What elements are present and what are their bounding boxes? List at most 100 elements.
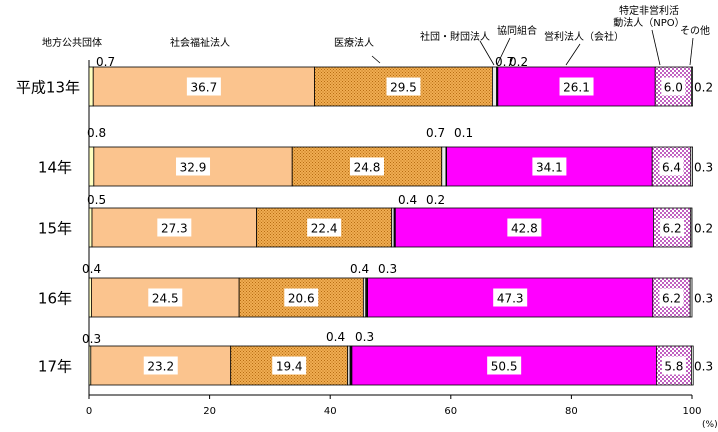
value-label-box	[507, 218, 542, 237]
small-value-label: 0.2	[509, 55, 528, 69]
value-label-box	[386, 77, 421, 96]
small-value-label: 0.3	[82, 332, 101, 346]
value-label-box	[148, 288, 183, 307]
value-label-box	[176, 157, 211, 176]
series-name-label: 営利法人（会社）	[544, 30, 624, 43]
bar-row	[88, 207, 693, 248]
bar-segment-assoc-found	[441, 146, 447, 187]
series-name-label: 社会福祉法人	[170, 36, 230, 49]
x-tick-label: 80	[565, 406, 578, 417]
value-label: 26.1	[563, 81, 590, 95]
value-label-box	[532, 157, 567, 176]
value-label-other: 0.3	[694, 161, 713, 175]
value-label: 32.9	[180, 161, 207, 175]
bar-segment-local-gov	[88, 146, 95, 187]
series-name-label: その他	[680, 24, 710, 37]
series-name-label: 社団・財団法人	[420, 30, 490, 43]
leader-line	[689, 37, 694, 66]
bar-segment-medical	[256, 207, 393, 248]
bar-segment-other	[690, 345, 694, 386]
value-label-box	[157, 218, 192, 237]
value-label-box	[493, 288, 528, 307]
leader-line	[651, 29, 661, 66]
category-label: 16年	[38, 290, 72, 308]
axes: 0 20 40 60 80 100(%)	[86, 60, 718, 430]
bar-segment-local-gov	[88, 207, 93, 248]
value-label: 24.8	[354, 161, 381, 175]
small-value-label: 0.4	[326, 330, 345, 344]
small-value-label: 0.3	[378, 262, 397, 276]
value-label-other: 0.2	[694, 222, 713, 236]
x-tick-label: 0	[86, 406, 92, 417]
series-name-label: 医療法人	[334, 36, 374, 49]
series-name-label: 協同組合	[497, 24, 537, 37]
bar-segment-local-gov	[88, 66, 94, 107]
small-value-label: 0.1	[454, 126, 473, 140]
value-label: 23.2	[147, 360, 174, 374]
category-label: 14年	[38, 159, 72, 177]
small-value-label: 0.5	[87, 193, 106, 207]
x-tick-label: 100	[682, 406, 701, 417]
category-label: 平成13年	[16, 79, 80, 97]
series-name-label: 動法人（NPO）	[613, 16, 684, 29]
value-label-box	[659, 288, 684, 307]
leader-line	[496, 37, 511, 66]
category-label: 15年	[38, 220, 72, 238]
value-label-box	[272, 356, 307, 375]
x-tick-label: 20	[203, 406, 216, 417]
leader-line	[479, 40, 495, 66]
x-unit-label: (%)	[702, 420, 718, 430]
value-label: 5.8	[664, 360, 683, 374]
series-name-label: 特定非営利活	[619, 4, 679, 17]
value-label: 6.4	[662, 161, 681, 175]
value-label: 29.5	[390, 81, 417, 95]
value-label-box	[661, 356, 686, 375]
value-label: 6.2	[662, 292, 681, 306]
category-label: 17年	[38, 358, 72, 376]
value-label: 19.4	[276, 360, 303, 374]
bar-segment-assoc-found	[492, 66, 498, 107]
value-label: 34.1	[536, 161, 563, 175]
bar-row	[88, 345, 694, 386]
value-label-box	[349, 157, 384, 176]
value-label-box	[660, 218, 685, 237]
value-label: 42.8	[511, 222, 538, 236]
series-name-label: 地方公共団体	[42, 36, 102, 49]
value-label: 6.0	[664, 81, 683, 95]
leader-line	[565, 43, 581, 66]
value-label: 27.3	[161, 222, 188, 236]
small-value-label: 0.8	[87, 126, 106, 140]
value-label-box	[559, 77, 594, 96]
leader-line	[371, 55, 381, 64]
bar-segment-other	[689, 277, 693, 318]
value-label: 24.5	[152, 292, 179, 306]
bar-segment-other	[690, 146, 694, 187]
value-label-box	[661, 77, 686, 96]
bar-segment-npo	[652, 277, 691, 318]
value-label: 22.4	[311, 222, 338, 236]
small-value-label: 0.2	[426, 193, 445, 207]
value-label: 47.3	[497, 292, 524, 306]
value-label-other: 0.3	[694, 360, 713, 374]
small-value-label: 0.7	[426, 126, 445, 140]
labels: 平成13年 14年 15年 16年 17年 36.7 29.5 26.1 6.0 0.2 32.9 2…	[16, 4, 713, 376]
value-label: 6.2	[663, 222, 682, 236]
small-value-label: 0.7	[96, 55, 115, 69]
small-value-label: 0.3	[355, 330, 374, 344]
value-label-box	[307, 218, 342, 237]
small-value-label: 0.4	[350, 262, 369, 276]
bar-segment-other	[690, 66, 694, 107]
value-label: 36.7	[191, 81, 218, 95]
small-value-label: 0.4	[398, 193, 417, 207]
small-value-label: 0.4	[82, 262, 101, 276]
value-label-other: 0.2	[694, 81, 713, 95]
bar-segment-other	[690, 207, 693, 248]
value-label: 50.5	[491, 360, 518, 374]
value-label-box	[487, 356, 522, 375]
x-tick-label: 40	[324, 406, 337, 417]
value-label-other: 0.3	[694, 292, 713, 306]
value-label-box	[143, 356, 178, 375]
value-label-box	[186, 77, 221, 96]
value-label-box	[284, 288, 319, 307]
